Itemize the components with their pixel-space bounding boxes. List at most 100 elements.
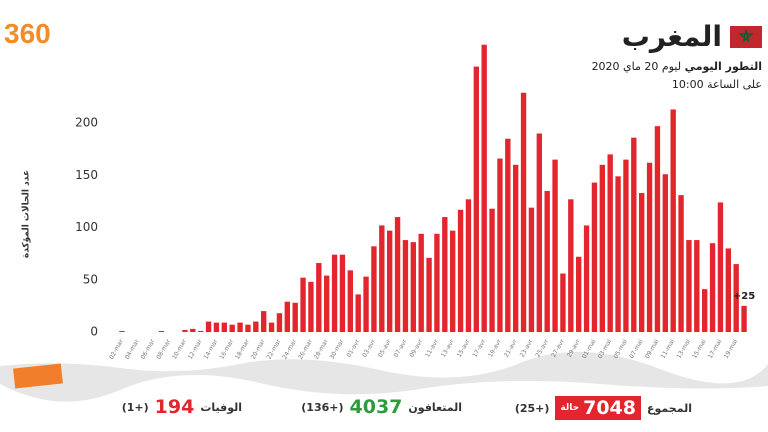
bar: [245, 324, 251, 332]
bar: [741, 305, 747, 332]
bar: [702, 289, 708, 332]
bar: [560, 273, 566, 332]
bar: [308, 281, 314, 332]
bar: [371, 246, 377, 332]
bar: [213, 322, 220, 332]
bar: [520, 92, 527, 332]
y-tick-label: 0: [90, 325, 98, 339]
flag: [730, 26, 762, 48]
bar: [292, 302, 298, 332]
bar: [410, 242, 416, 332]
bar: [387, 230, 393, 332]
bar: [513, 164, 519, 332]
bar: [261, 311, 267, 332]
bar: [583, 225, 590, 332]
bar: [237, 322, 243, 332]
bar: [426, 257, 432, 332]
bar: [418, 233, 424, 332]
bar: [253, 321, 259, 332]
torn-paper: [0, 351, 768, 402]
stat-value: 7048: [583, 397, 636, 419]
bar: [670, 109, 676, 332]
x-tick-label: 11-avr: [424, 338, 440, 359]
logo: 360: [4, 18, 51, 49]
stat-unit: حالة: [560, 403, 580, 413]
bar: [686, 240, 692, 332]
bar: [694, 240, 700, 332]
x-tick-label: 07-avr: [393, 338, 409, 359]
bar: [465, 199, 472, 332]
bar: [331, 254, 338, 332]
y-tick-label: 200: [75, 116, 98, 130]
subtitle-bold: التطور اليومي: [684, 60, 762, 73]
bar: [505, 138, 511, 332]
x-tick-label: 19-avr: [487, 338, 503, 359]
flag-star: [738, 29, 754, 43]
x-tick-label: 01-avr: [345, 338, 361, 359]
y-tick-label: 150: [75, 168, 98, 182]
bar: [221, 322, 227, 332]
subtitle: التطور اليومي ليوم 20 ماي 2020: [592, 60, 762, 73]
bar: [300, 277, 306, 332]
x-tick-label: 21-avr: [503, 338, 519, 359]
bar: [119, 330, 125, 332]
bar: [379, 225, 385, 332]
bar: [229, 324, 235, 332]
stat-total: المجموع 7048 حالة (+25): [515, 396, 692, 420]
bar: [568, 199, 574, 332]
country-title: المغرب: [621, 20, 722, 53]
x-tick-label: 13-avr: [440, 338, 456, 359]
tape: [13, 363, 63, 389]
stat-value: 194: [154, 396, 195, 418]
x-tick-label: 19-mai: [723, 338, 740, 360]
bar: [717, 202, 724, 332]
bar: [473, 66, 479, 332]
x-tick-label: 15-mai: [691, 338, 708, 360]
bar: [725, 248, 731, 332]
bar: [363, 276, 369, 332]
stat-change: (+25): [514, 401, 550, 415]
bar: [544, 190, 550, 332]
bar: [190, 328, 196, 332]
x-tick-label: 05-mai: [612, 338, 629, 360]
stat-change: (+136): [301, 400, 344, 414]
bar: [324, 275, 330, 332]
x-tick-label: 09-avr: [408, 338, 424, 359]
bar: [489, 208, 495, 332]
bar: [284, 301, 290, 332]
bar: [591, 182, 598, 332]
x-tick-label: 09-mai: [644, 338, 661, 360]
x-tick-label: 17-mai: [707, 338, 724, 360]
value-label: +25: [733, 291, 755, 302]
bar: [497, 158, 503, 332]
bar: [646, 162, 653, 332]
x-tick-label: 03-avr: [361, 338, 377, 359]
time: على الساعة 10:00: [671, 78, 762, 91]
bar: [268, 322, 275, 332]
bar: [678, 195, 684, 332]
bar: [733, 264, 739, 332]
bar: [205, 321, 212, 332]
bar: [623, 159, 629, 332]
x-tick-label: 05-avr: [377, 338, 393, 359]
bar: [607, 154, 613, 332]
bar: [442, 217, 448, 332]
stat-label: المجموع: [647, 401, 692, 415]
x-tick-label: 11-mai: [660, 338, 677, 360]
bar: [339, 254, 346, 332]
x-tick-label: 15-avr: [456, 338, 472, 359]
bar: [158, 330, 164, 332]
bar: [182, 329, 188, 332]
stat-label: المتعافون: [408, 400, 462, 414]
bar: [434, 233, 440, 332]
x-tick-label: 17-avr: [471, 338, 487, 359]
bar: [276, 313, 283, 332]
x-tick-label: 23-avr: [519, 338, 535, 359]
stat-recovered: المتعافون 4037 (+136): [301, 396, 462, 418]
bar: [457, 209, 464, 332]
bar: [355, 294, 361, 332]
bar: [394, 217, 401, 332]
stat-change: (+1): [121, 400, 149, 414]
bar: [347, 270, 353, 332]
